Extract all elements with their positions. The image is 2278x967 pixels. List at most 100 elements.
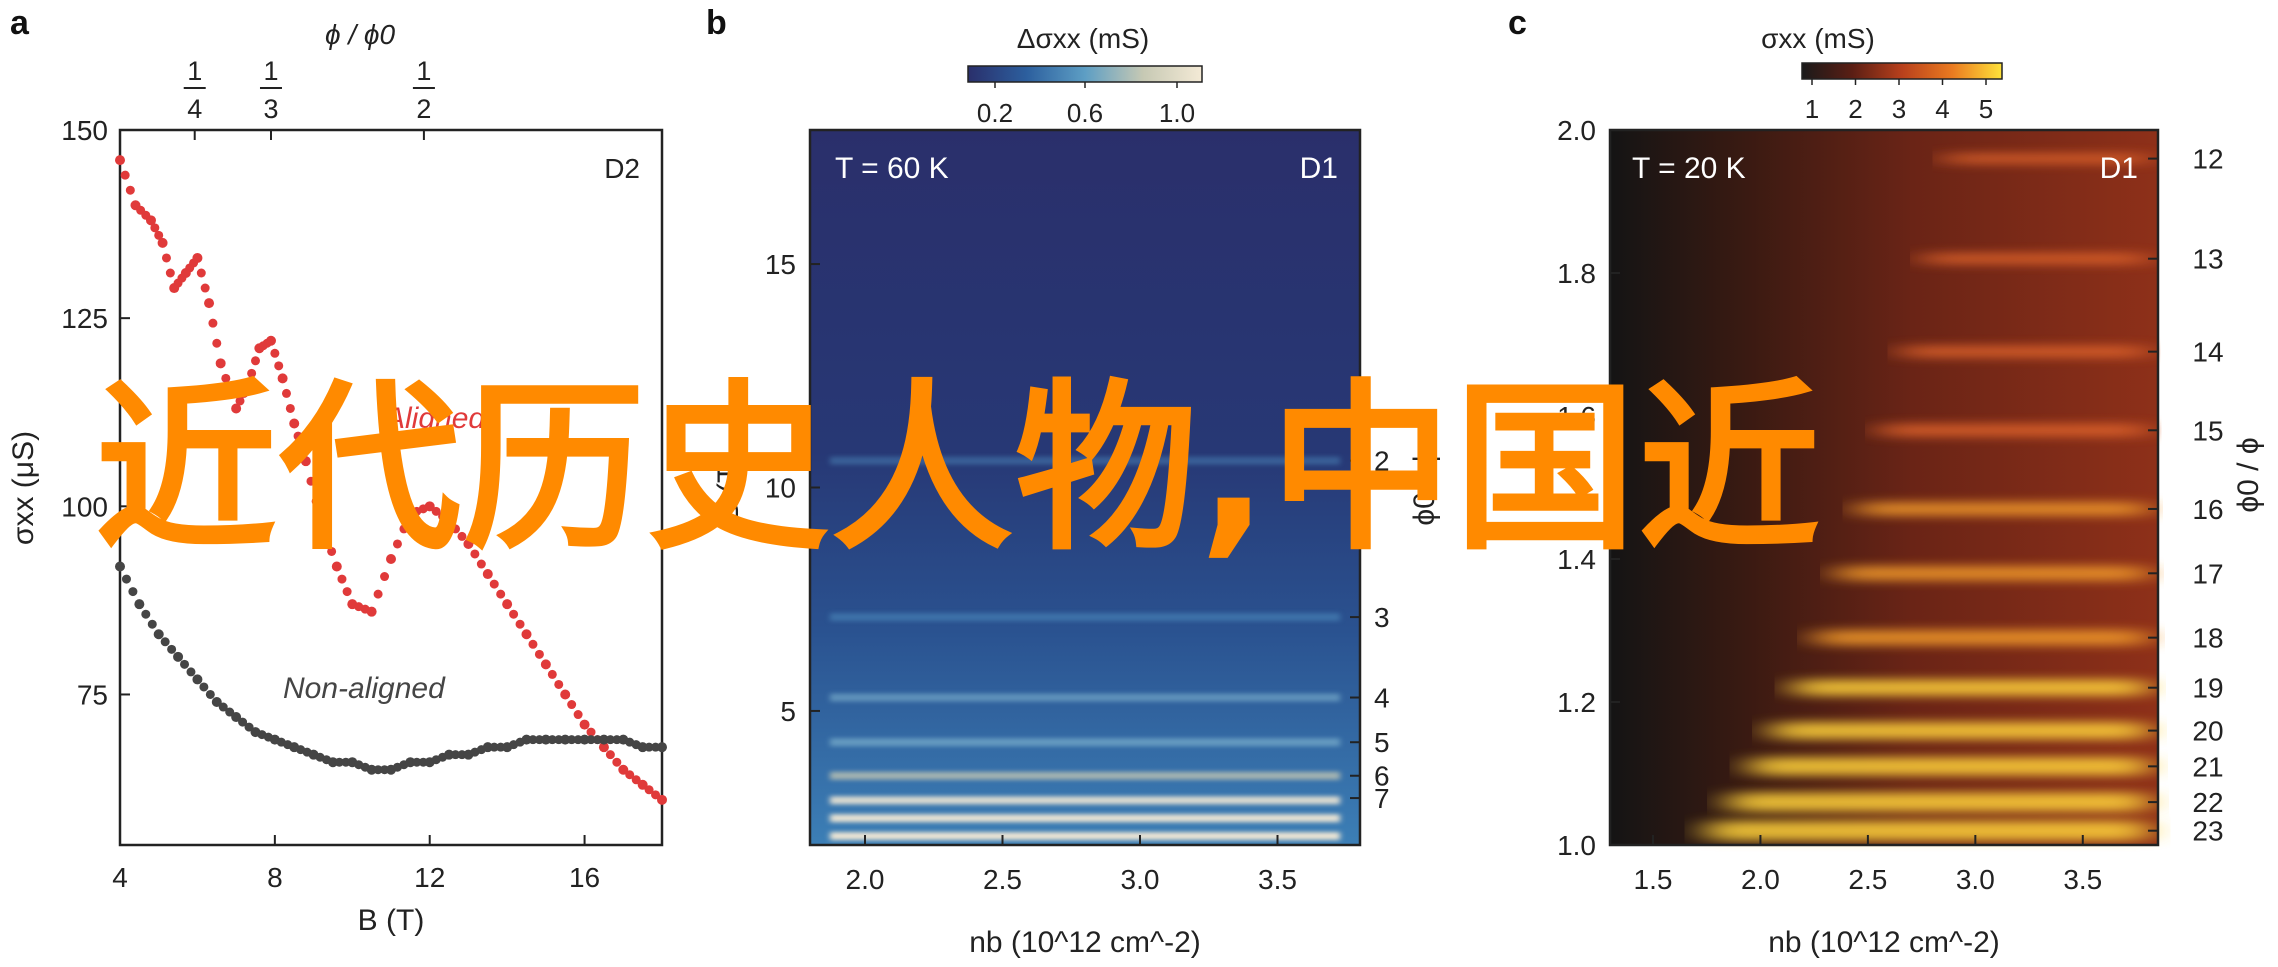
data-point-aligned-interp [306, 476, 316, 486]
data-point-non-aligned-interp [334, 757, 344, 767]
panel-a-ytick-label: 125 [61, 303, 108, 334]
data-point-aligned-interp [489, 579, 499, 589]
panel-c-ytick-label: 1.8 [1557, 258, 1596, 289]
data-point-aligned-interp [212, 338, 222, 348]
data-point-aligned [265, 335, 276, 346]
panel-c-right-tick-label: 13 [2192, 244, 2223, 275]
panel-a-ytick-label: 100 [61, 491, 108, 522]
data-point-aligned-interp [120, 170, 130, 180]
panel-b-right-tick-label: 4 [1374, 683, 1390, 714]
heatmap-c-stripe [1900, 345, 2148, 358]
data-point-aligned-interp [293, 431, 303, 441]
data-point-aligned [204, 298, 215, 309]
panel-a-top-tick-den: 4 [187, 94, 202, 124]
data-point-non-aligned [657, 742, 667, 753]
data-point-non-aligned-interp [141, 609, 151, 619]
data-point-non-aligned [540, 734, 551, 745]
panel-c-right-tick-label: 20 [2192, 716, 2223, 747]
panel-c-temperature: T = 20 K [1632, 152, 1746, 185]
panel-c-right-tick-label: 16 [2192, 494, 2223, 525]
data-point-aligned-interp [337, 574, 347, 584]
panel-a-xlabel: B (T) [358, 904, 425, 937]
data-point-aligned [598, 742, 609, 753]
data-point-aligned [331, 561, 342, 572]
panel-c-device-badge: D1 [2100, 152, 2138, 185]
data-point-aligned [637, 779, 648, 790]
data-point-aligned [366, 606, 377, 617]
data-point-non-aligned-interp [160, 637, 170, 647]
data-point-non-aligned [598, 734, 609, 745]
panel-a-series [115, 155, 667, 805]
panel-c-right-tick-label: 12 [2192, 144, 2223, 175]
panel-b-xtick-label: 2.5 [983, 864, 1022, 895]
panel-c-ytick-label: 2.0 [1557, 115, 1596, 146]
panel-c-right-tick-label: 18 [2192, 623, 2223, 654]
panel-b-ytick-label: 15 [765, 249, 796, 280]
data-point-non-aligned-interp [199, 682, 209, 692]
data-point-aligned [560, 689, 571, 700]
panel-c-xtick-label: 2.0 [1741, 864, 1780, 895]
data-point-aligned [444, 516, 455, 527]
panel-c-xtick-label: 3.5 [2063, 864, 2102, 895]
panel-c-right-tick-label: 14 [2192, 337, 2223, 368]
colorbar-b-label: Δσxx (mS) [1017, 23, 1149, 54]
data-point-aligned-interp [208, 318, 218, 328]
data-point-aligned-interp [321, 531, 331, 541]
data-point-non-aligned-interp [121, 574, 131, 584]
panel-b-ylabel: B (T) [712, 455, 745, 522]
data-point-aligned-interp [644, 785, 654, 795]
colorbar-c-tick-label: 5 [1979, 94, 1993, 124]
panel-a-ytick-label: 150 [61, 115, 108, 146]
data-point-aligned [618, 764, 629, 775]
data-point-aligned [540, 659, 551, 670]
data-point-aligned [300, 456, 311, 467]
heatmap-b-stripe [830, 693, 1340, 702]
data-point-aligned-interp [573, 710, 583, 720]
data-point-non-aligned-interp [644, 742, 654, 752]
panel-a-letter: a [10, 4, 30, 42]
colorbar-c-tick-label: 3 [1892, 94, 1906, 124]
data-point-aligned [657, 794, 667, 805]
data-point-non-aligned-interp [567, 735, 577, 745]
panel-c-right-tick-label: 23 [2192, 816, 2223, 847]
panel-c-ytick-label: 1.0 [1557, 830, 1596, 861]
data-point-aligned [386, 554, 396, 564]
data-point-non-aligned-interp [244, 722, 254, 732]
panel-b-ytick-label: 5 [780, 696, 796, 727]
data-point-non-aligned-interp [225, 707, 235, 717]
data-point-aligned-interp [200, 283, 210, 293]
data-point-aligned [579, 719, 590, 730]
legend-aligned: Aligned [383, 402, 486, 435]
data-point-non-aligned-interp [147, 619, 157, 629]
data-point-aligned-interp [311, 496, 321, 506]
data-point-non-aligned [134, 599, 145, 610]
data-point-non-aligned-interp [373, 765, 383, 775]
data-point-aligned [215, 358, 226, 369]
heatmap-c-stripe [1835, 566, 2148, 581]
panel-a-top-tick-num: 1 [187, 56, 202, 86]
data-point-aligned-interp [235, 396, 245, 406]
data-point-aligned-interp [515, 619, 525, 629]
data-point-aligned-interp [438, 511, 448, 521]
data-point-aligned [145, 215, 156, 226]
data-point-aligned-interp [451, 524, 461, 534]
colorbar-b-tick-label: 0.6 [1067, 98, 1103, 128]
data-point-aligned-interp [342, 587, 352, 597]
heatmap-c-stripe [1921, 253, 2148, 265]
data-point-non-aligned [560, 734, 571, 745]
panel-c-ticks: 1.5 2.0 2.5 3.0 3.5 1.0 1.2 1.4 1.6 1.8 2.0 12 13 14 1… [1557, 115, 2224, 895]
data-point-aligned-interp [547, 669, 557, 679]
panel-a-ylabel: σxx (μS) [7, 431, 40, 545]
heatmap-c-stripe [1857, 502, 2148, 516]
data-point-aligned-interp [270, 348, 280, 358]
data-point-non-aligned-interp [238, 717, 248, 727]
panel-b-right-tick-label: 3 [1374, 602, 1390, 633]
colorbar-b-ticks: 0.2 0.6 1.0 [977, 82, 1195, 128]
panel-c-xtick-label: 3.0 [1956, 864, 1995, 895]
data-point-aligned-interp [247, 368, 257, 378]
data-point-aligned-interp [274, 361, 284, 371]
data-point-non-aligned-interp [218, 702, 228, 712]
data-point-non-aligned [482, 742, 493, 753]
